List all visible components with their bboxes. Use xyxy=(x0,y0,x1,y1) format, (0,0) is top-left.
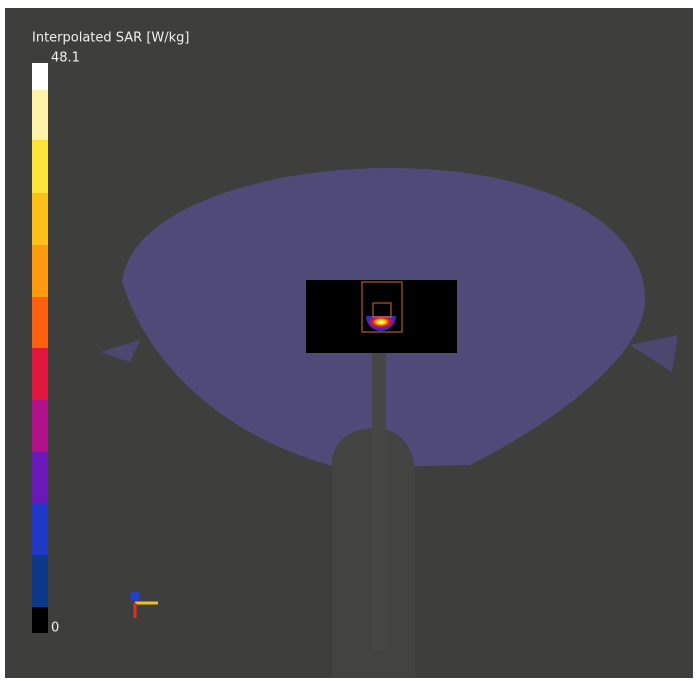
colorbar xyxy=(32,63,48,633)
colorbar-segment xyxy=(32,555,48,607)
colorbar-segment xyxy=(32,400,48,452)
colorbar-segment xyxy=(32,348,48,400)
sar-hotspot xyxy=(366,316,396,331)
device-outline xyxy=(372,302,392,318)
axis-triad xyxy=(130,591,158,618)
colorbar-segment xyxy=(32,63,48,90)
colorbar-segment xyxy=(32,140,48,193)
colorbar-title: Interpolated SAR [W/kg] xyxy=(32,31,190,46)
colorbar-segment xyxy=(32,503,48,555)
colorbar-max-label: 48.1 xyxy=(51,51,80,66)
colorbar-segment xyxy=(32,90,48,140)
stand-pole xyxy=(372,350,386,650)
colorbar-min-label: 0 xyxy=(51,621,59,636)
colorbar-segment xyxy=(32,607,48,633)
colorbar-segment xyxy=(32,297,48,348)
colorbar-segment xyxy=(32,193,48,245)
device-outline xyxy=(361,281,403,333)
colorbar-segment xyxy=(32,452,48,503)
colorbar-segment xyxy=(32,245,48,297)
